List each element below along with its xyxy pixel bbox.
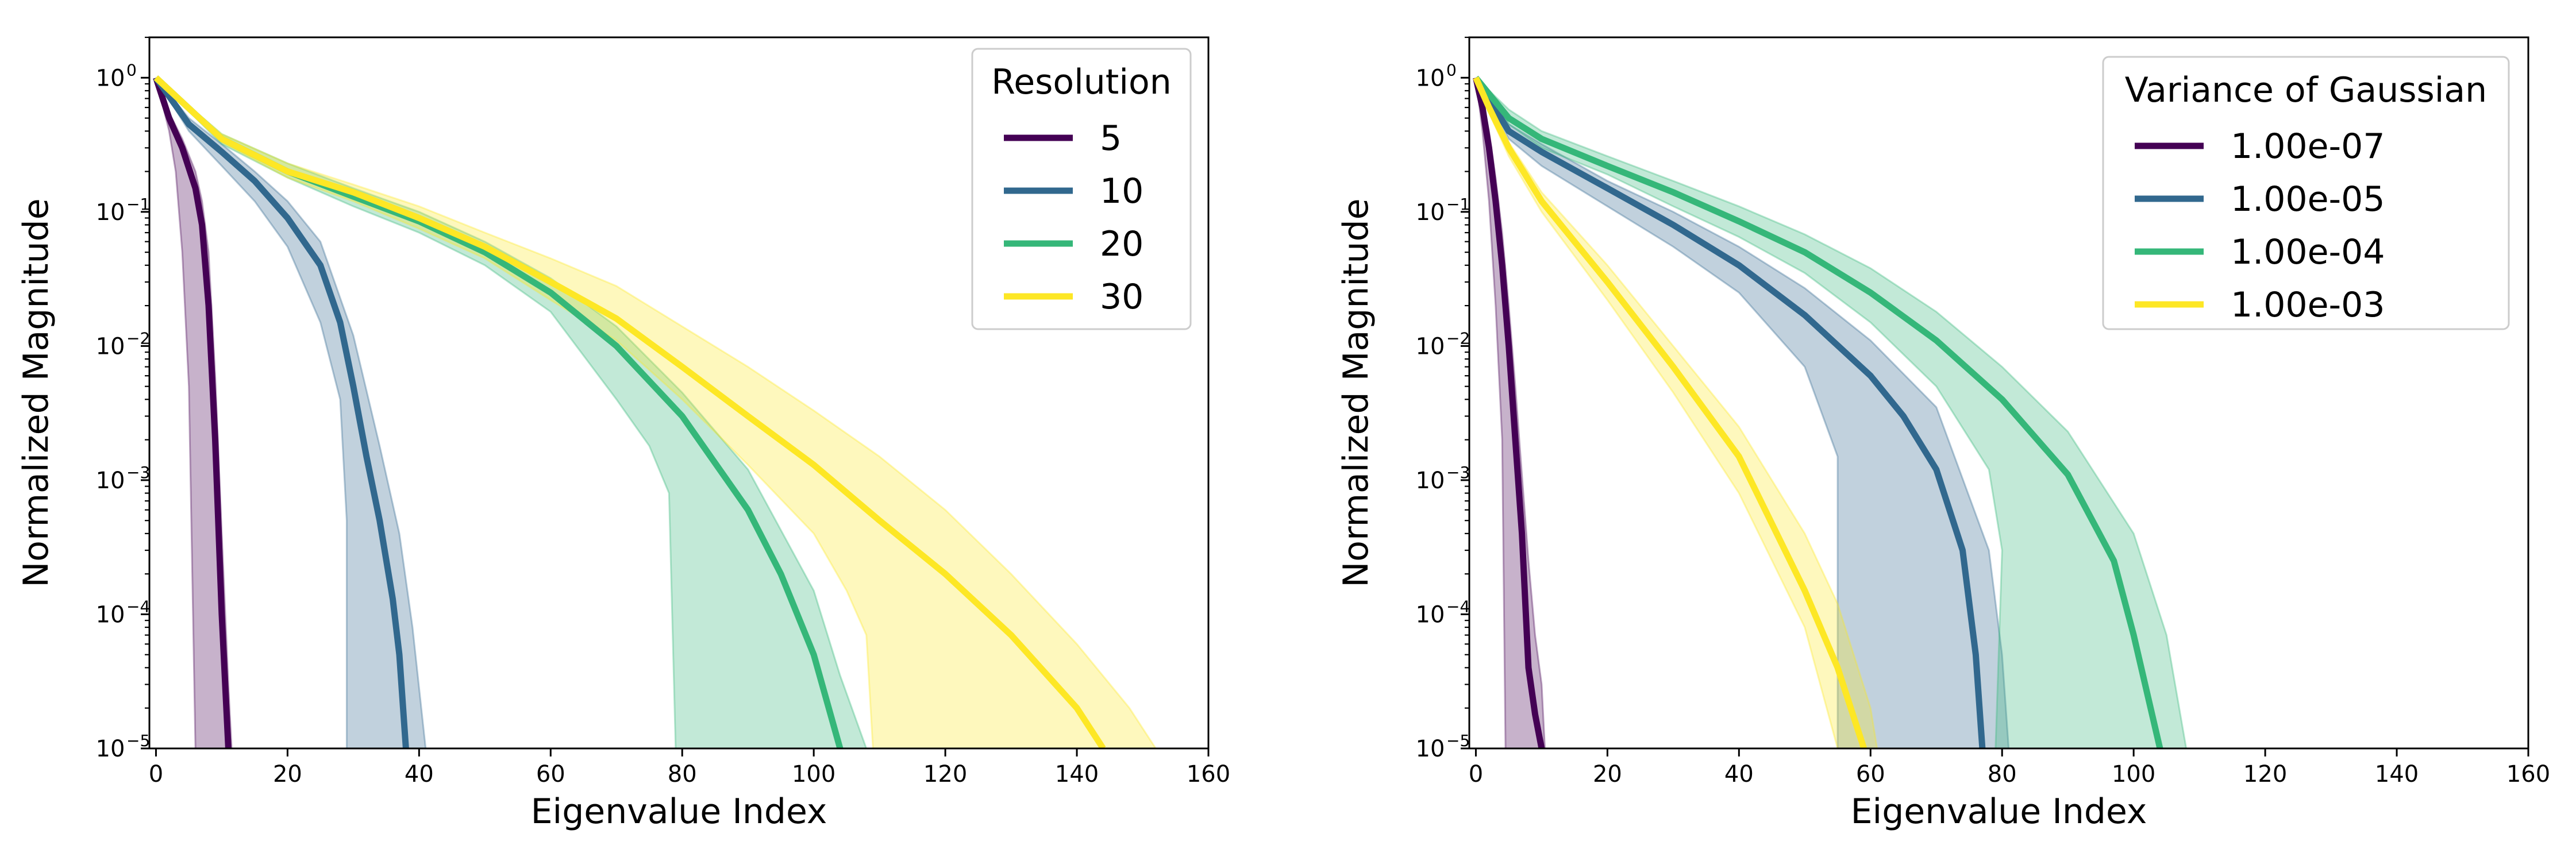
y-tick-label: 10 (1416, 736, 1445, 762)
plot-area (1473, 75, 2188, 748)
legend-entry-label: 1.00e-07 (2231, 126, 2385, 167)
series-line-5 (153, 76, 232, 748)
legend-entry-label: 5 (1100, 118, 1122, 159)
legend-entry-label: 1.00e-04 (2231, 232, 2385, 272)
x-tick-label: 0 (149, 761, 163, 787)
y-tick-label: 10 (1416, 199, 1445, 226)
series-line-10 (153, 76, 409, 748)
x-tick-label: 140 (2375, 761, 2419, 787)
confidence-band-5 (155, 77, 233, 748)
legend-entry-label: 10 (1100, 171, 1143, 211)
x-tick-label: 0 (1469, 761, 1483, 787)
series-line-1.00e-05 (1473, 76, 1986, 748)
axes-frame (148, 36, 1210, 750)
x-tick-label: 160 (1187, 761, 1230, 787)
y-tick-exponent: −4 (126, 597, 150, 616)
confidence-band-30 (155, 77, 1157, 748)
legend-title: Variance of Gaussian (2125, 70, 2487, 110)
x-tick-label: 60 (536, 761, 565, 787)
y-tick-label: 10 (96, 736, 125, 762)
x-tick-label: 80 (668, 761, 697, 787)
legend-box (2102, 56, 2510, 330)
y-tick-exponent: −5 (1446, 731, 1470, 750)
confidence-band-1.00e-04 (1475, 77, 2188, 748)
y-tick-exponent: 0 (126, 60, 137, 79)
y-tick-exponent: −3 (126, 463, 150, 482)
x-tick-label: 60 (1856, 761, 1885, 787)
y-tick-exponent: −3 (1446, 463, 1470, 482)
x-tick-label: 160 (2506, 761, 2550, 787)
y-tick-exponent: −4 (1446, 597, 1470, 616)
legend-entry-label: 20 (1100, 224, 1143, 264)
x-axis-label: Eigenvalue Index (1851, 792, 2147, 832)
y-tick-exponent: −2 (126, 329, 150, 348)
x-tick-label: 120 (2243, 761, 2287, 787)
y-tick-label: 10 (1416, 65, 1445, 91)
x-tick-label: 120 (923, 761, 967, 787)
y-tick-exponent: −1 (1446, 195, 1470, 214)
x-tick-label: 40 (405, 761, 434, 787)
confidence-band-10 (155, 77, 427, 748)
x-tick-label: 40 (1724, 761, 1754, 787)
x-axis-label: Eigenvalue Index (531, 792, 827, 832)
series-line-1.00e-07 (1473, 77, 1545, 748)
series-line-30 (153, 75, 1106, 748)
y-axis-label: Normalized Magnitude (16, 198, 56, 587)
confidence-band-1.00e-05 (1475, 77, 2010, 748)
x-tick-label: 20 (273, 761, 302, 787)
y-tick-exponent: −1 (126, 195, 150, 214)
plot-area (153, 75, 1157, 748)
axes-frame (1468, 36, 2529, 750)
y-tick-label: 10 (1416, 601, 1445, 628)
legend-entry-label: 30 (1100, 277, 1143, 317)
y-axis-label: Normalized Magnitude (1336, 198, 1376, 587)
legend-entry-label: 1.00e-03 (2231, 285, 2385, 325)
legend-entry-label: 1.00e-05 (2231, 179, 2385, 219)
y-tick-label: 10 (96, 601, 125, 628)
y-tick-label: 10 (1416, 333, 1445, 360)
y-tick-exponent: 0 (1446, 60, 1457, 79)
series-line-1.00e-03 (1473, 76, 1867, 748)
legend-box (971, 48, 1192, 330)
y-tick-label: 10 (1416, 468, 1445, 494)
x-tick-label: 140 (1055, 761, 1099, 787)
x-tick-label: 100 (792, 761, 835, 787)
legend-title: Resolution (991, 62, 1172, 102)
y-tick-label: 10 (96, 199, 125, 226)
legend: Resolution 5 10 20 30 (971, 48, 1192, 330)
y-tick-label: 10 (96, 468, 125, 494)
y-tick-exponent: −5 (126, 731, 150, 750)
legend: Variance of Gaussian 1.00e-07 1.00e-05 1.00… (2102, 56, 2510, 330)
confidence-band-20 (155, 77, 868, 748)
y-tick-label: 10 (96, 333, 125, 360)
y-tick-exponent: −2 (1446, 329, 1470, 348)
x-tick-label: 20 (1593, 761, 1622, 787)
y-tick-label: 10 (96, 65, 125, 91)
x-tick-label: 80 (1988, 761, 2017, 787)
series-line-1.00e-04 (1473, 75, 2163, 748)
x-tick-label: 100 (2112, 761, 2155, 787)
